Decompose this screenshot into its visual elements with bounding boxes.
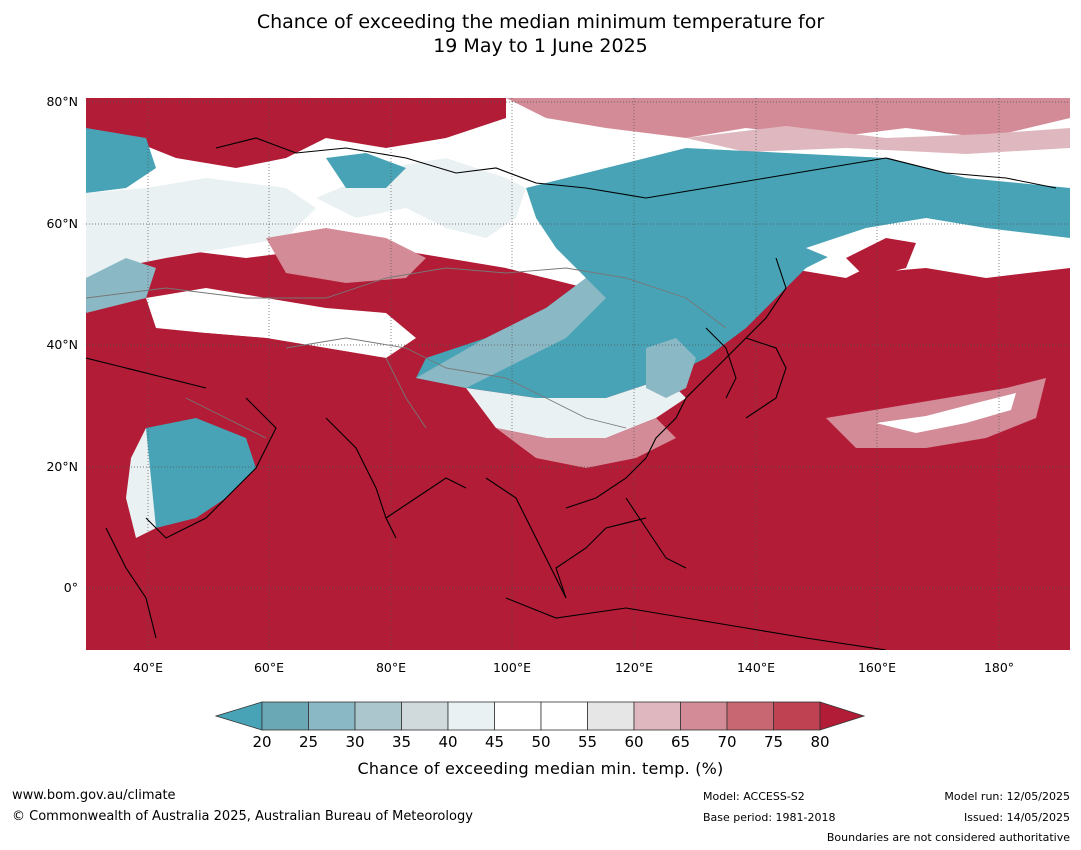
- colorbar-tick: 75: [763, 733, 784, 751]
- region-teal-northwest: [86, 128, 156, 193]
- base-period-text: Base period: 1981-2018: [703, 811, 836, 824]
- lon-label: 80°E: [375, 660, 407, 675]
- probability-map: [86, 98, 1070, 650]
- lon-label: 180°: [983, 660, 1015, 675]
- lon-label: 120°E: [614, 660, 653, 675]
- colorbar-tick: 25: [298, 733, 319, 751]
- colorbar-segment-75-80: [773, 701, 821, 731]
- colorbar-tick: 80: [810, 733, 830, 751]
- region-pink-china-south: [496, 418, 676, 468]
- website-link[interactable]: www.bom.gov.au/climate: [12, 788, 176, 803]
- colorbar-tick: 35: [391, 733, 412, 751]
- region-pale-arabia: [126, 428, 156, 538]
- map-canvas: [86, 98, 1070, 650]
- colorbar-segment-30-35: [354, 701, 402, 731]
- lat-label: 80°N: [46, 94, 78, 109]
- region-teal-east: [416, 148, 1070, 398]
- title-line-1: Chance of exceeding the median minimum t…: [256, 11, 825, 33]
- colorbar-segment-55-60: [587, 701, 635, 731]
- colorbar-upper-extension: [819, 701, 866, 731]
- region-pink-pacific: [826, 378, 1046, 448]
- colorbar-segment-35-40: [401, 701, 449, 731]
- lon-label: 140°E: [736, 660, 775, 675]
- model-text: Model: ACCESS-S2: [703, 790, 805, 803]
- region-teal-caspian: [86, 258, 156, 313]
- lon-label: 40°E: [132, 660, 164, 675]
- lat-label: 20°N: [46, 459, 78, 474]
- colorbar-tick: 20: [252, 733, 272, 751]
- region-north-pink-strip: [686, 126, 1070, 154]
- colorbar-lower-extension: [214, 701, 263, 731]
- colorbar-segment-25-30: [308, 701, 356, 731]
- region-white-china-south: [466, 378, 686, 438]
- region-white-pacific: [876, 393, 1016, 433]
- lat-label: 60°N: [46, 216, 78, 231]
- region-red-central-asia: [206, 333, 416, 398]
- region-red-northeast: [846, 238, 916, 278]
- colorbar-tick: 60: [624, 733, 644, 751]
- colorbar-tick: 30: [345, 733, 365, 751]
- lon-label: 160°E: [857, 660, 896, 675]
- colorbar-tick: 45: [484, 733, 505, 751]
- coastlines: [86, 137, 1057, 650]
- colorbar-tick: 50: [531, 733, 551, 751]
- region-arctic-red: [86, 98, 506, 168]
- lon-label: 100°E: [492, 660, 531, 675]
- colorbar-segment-40-45: [447, 701, 495, 731]
- disclaimer-text: Boundaries are not considered authoritat…: [826, 831, 1070, 844]
- colorbar-segment-50-55: [540, 701, 588, 731]
- region-teal-korea: [646, 338, 696, 398]
- lat-label: 0°: [63, 580, 78, 595]
- region-arctic-pink: [506, 98, 1070, 138]
- copyright-text: © Commonwealth of Australia 2025, Austra…: [12, 809, 473, 824]
- region-white-central: [146, 288, 416, 358]
- colorbar-segment-70-75: [726, 701, 774, 731]
- colorbar-tick: 55: [577, 733, 598, 751]
- colorbar-tick: 70: [717, 733, 737, 751]
- lon-label: 60°E: [253, 660, 285, 675]
- region-teal-siberia: [326, 153, 406, 188]
- issued-text: Issued: 14/05/2025: [963, 811, 1070, 824]
- region-teal-arabia: [136, 418, 256, 528]
- colorbar-tick: 65: [670, 733, 691, 751]
- region-teal-east-edge: [416, 278, 606, 388]
- title-line-2: 19 May to 1 June 2025: [433, 35, 648, 57]
- lat-label: 40°N: [46, 337, 78, 352]
- map-title: Chance of exceeding the median minimum t…: [0, 10, 1081, 58]
- colorbar-segment-20-25: [261, 701, 309, 731]
- colorbar-tick: 40: [438, 733, 458, 751]
- model-run-text: Model run: 12/05/2025: [944, 790, 1070, 803]
- colorbar-segment-65-70: [680, 701, 728, 731]
- colorbar-segment-60-65: [633, 701, 681, 731]
- country-borders: [86, 267, 727, 439]
- colorbar-label: Chance of exceeding median min. temp. (%…: [357, 759, 724, 778]
- region-pale-northwest: [86, 178, 316, 278]
- region-pink-kazakh: [266, 228, 426, 283]
- colorbar-segment-45-50: [494, 701, 542, 731]
